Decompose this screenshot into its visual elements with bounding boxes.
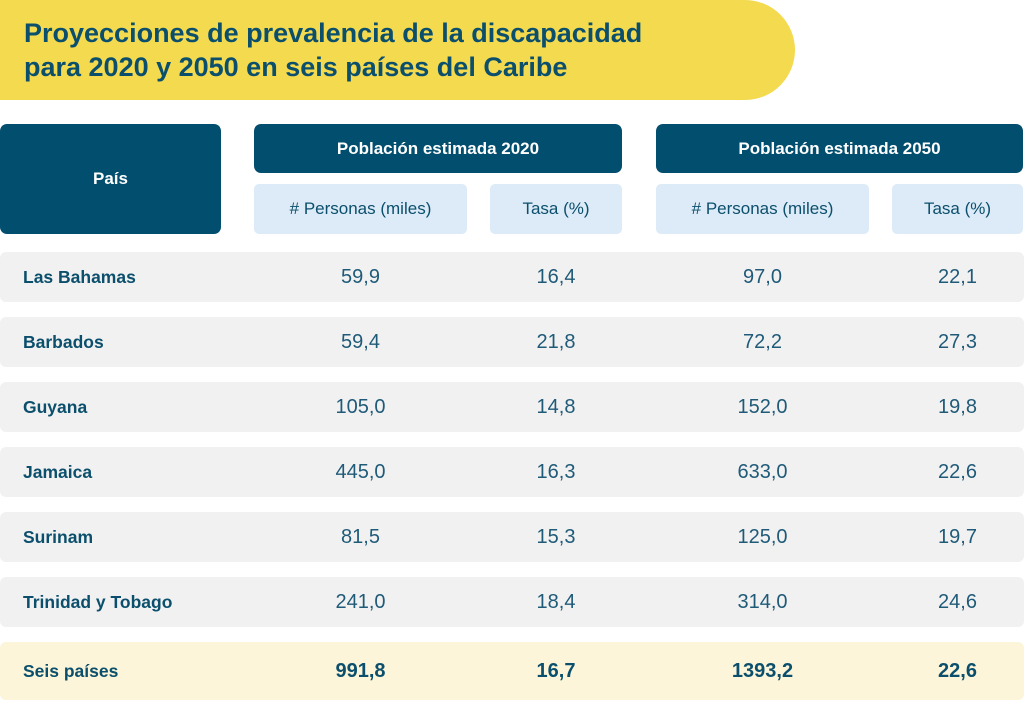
- table-row: Trinidad y Tobago 241,0 18,4 314,0 24,6: [0, 577, 1024, 627]
- cell-rate-2020: 16,3: [536, 460, 576, 483]
- cell-rate-2050: 24,6: [938, 590, 977, 613]
- cell-persons-2050: 1393,2: [731, 659, 794, 682]
- country-name: Jamaica: [23, 461, 93, 482]
- cell-persons-2050: 633,0: [737, 460, 788, 483]
- cell-persons-2020: 81,5: [341, 525, 380, 548]
- cell-rate-2050: 19,8: [938, 395, 977, 418]
- title-banner: Proyecciones de prevalencia de la discap…: [0, 0, 795, 100]
- cell-rate-2020: 16,4: [536, 265, 576, 288]
- cell-persons-2020: 59,4: [341, 330, 380, 353]
- table-row: Surinam 81,5 15,3 125,0 19,7: [0, 512, 1024, 562]
- country-name: Barbados: [23, 331, 104, 352]
- country-name: Seis países: [23, 660, 119, 681]
- country-name: Trinidad y Tobago: [23, 591, 173, 612]
- subheader-rate-2050: Tasa (%): [892, 184, 1023, 234]
- cell-persons-2020: 991,8: [335, 659, 386, 682]
- cell-rate-2050: 22,6: [938, 460, 977, 483]
- cell-persons-2020: 445,0: [335, 460, 386, 483]
- country-name: Las Bahamas: [23, 266, 136, 287]
- cell-persons-2020: 59,9: [341, 265, 380, 288]
- header-2050: Población estimada 2050: [656, 124, 1023, 173]
- cell-rate-2050: 19,7: [938, 525, 977, 548]
- cell-rate-2020: 16,7: [536, 659, 576, 682]
- cell-persons-2050: 125,0: [737, 525, 788, 548]
- cell-rate-2050: 27,3: [938, 330, 977, 353]
- cell-persons-2020: 241,0: [335, 590, 386, 613]
- chart-title: Proyecciones de prevalencia de la discap…: [24, 16, 642, 84]
- cell-persons-2050: 97,0: [743, 265, 782, 288]
- table-row: Jamaica 445,0 16,3 633,0 22,6: [0, 447, 1024, 497]
- cell-rate-2050: 22,6: [938, 659, 977, 682]
- subheader-persons-2050: # Personas (miles): [656, 184, 869, 234]
- country-name: Guyana: [23, 396, 88, 417]
- cell-persons-2050: 314,0: [737, 590, 788, 613]
- title-line-1: Proyecciones de prevalencia de la discap…: [24, 18, 643, 48]
- table-row: Barbados 59,4 21,8 72,2 27,3: [0, 317, 1024, 367]
- title-line-2: para 2020 y 2050 en seis países del Cari…: [24, 52, 568, 82]
- cell-rate-2050: 22,1: [938, 265, 977, 288]
- total-row: Seis países 991,8 16,7 1393,2 22,6: [0, 642, 1024, 700]
- cell-rate-2020: 14,8: [536, 395, 576, 418]
- header-2020: Población estimada 2020: [254, 124, 622, 173]
- table-row: Las Bahamas 59,9 16,4 97,0 22,1: [0, 252, 1024, 302]
- cell-rate-2020: 21,8: [536, 330, 576, 353]
- country-name: Surinam: [23, 526, 94, 547]
- subheader-persons-2020: # Personas (miles): [254, 184, 467, 234]
- cell-rate-2020: 18,4: [536, 590, 576, 613]
- cell-persons-2050: 152,0: [737, 395, 788, 418]
- header-country: País: [0, 124, 221, 234]
- cell-persons-2020: 105,0: [335, 395, 386, 418]
- cell-rate-2020: 15,3: [536, 525, 576, 548]
- subheader-rate-2020: Tasa (%): [490, 184, 622, 234]
- table-row: Guyana 105,0 14,8 152,0 19,8: [0, 382, 1024, 432]
- cell-persons-2050: 72,2: [743, 330, 782, 353]
